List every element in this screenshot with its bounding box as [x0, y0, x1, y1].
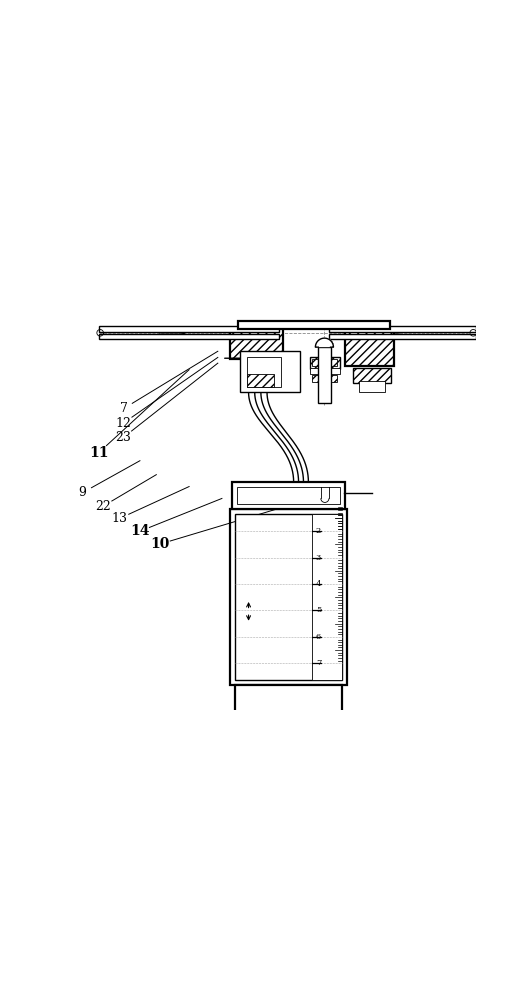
Text: 23: 23 [115, 431, 132, 444]
Bar [312, 514, 342, 680]
Bar [230, 328, 284, 359]
Bar [329, 326, 476, 332]
Text: 2: 2 [316, 527, 321, 535]
Bar [345, 328, 394, 366]
Bar [248, 374, 274, 387]
Text: 9: 9 [79, 486, 86, 499]
Text: 7: 7 [316, 659, 321, 667]
Bar [309, 368, 340, 374]
Bar [238, 321, 390, 329]
Bar [232, 482, 345, 509]
Bar [312, 359, 337, 366]
Text: 4: 4 [316, 580, 321, 588]
Bar [235, 514, 342, 680]
Text: 13: 13 [112, 512, 127, 525]
Text: 10: 10 [151, 537, 170, 551]
Text: 11: 11 [89, 446, 108, 460]
Bar [312, 375, 337, 382]
Polygon shape [315, 338, 333, 347]
Bar [240, 351, 300, 392]
Text: 3: 3 [316, 554, 321, 562]
Text: 12: 12 [115, 417, 132, 430]
Bar [318, 347, 331, 403]
Text: 7: 7 [120, 402, 127, 415]
Text: 5: 5 [316, 606, 321, 614]
Bar [309, 357, 340, 369]
Bar [235, 685, 342, 712]
Bar [359, 381, 385, 392]
Bar [237, 487, 340, 504]
Bar [329, 334, 476, 339]
Text: 14: 14 [130, 524, 150, 538]
Bar [247, 357, 281, 387]
Bar [99, 334, 279, 339]
Bar [99, 326, 279, 332]
Bar [353, 368, 391, 383]
Text: 6: 6 [316, 633, 321, 641]
Bar [230, 509, 347, 685]
Text: 22: 22 [95, 500, 111, 513]
